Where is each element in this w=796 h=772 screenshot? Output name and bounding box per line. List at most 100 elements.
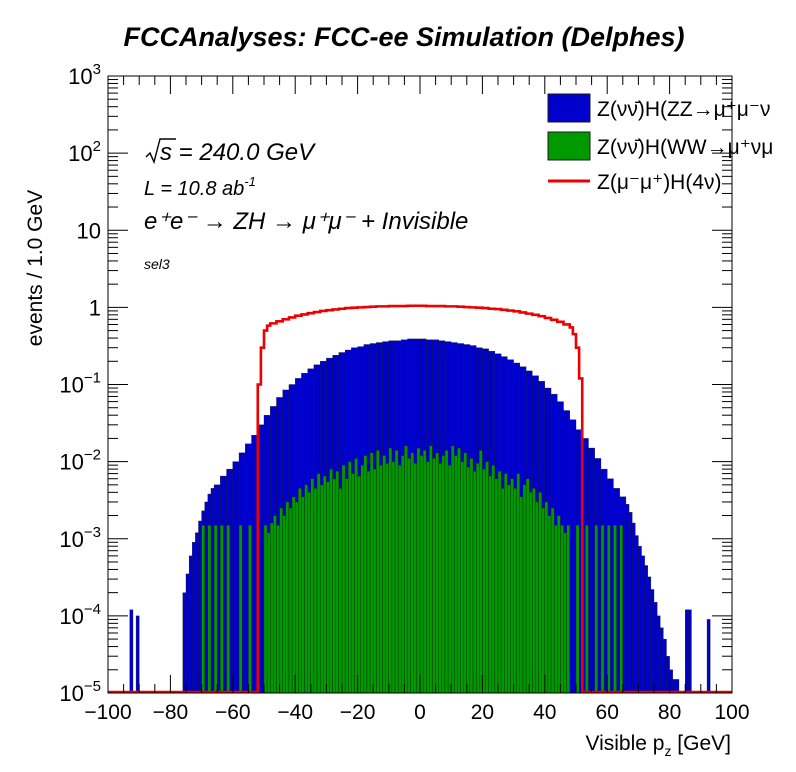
histogram-bar [653,602,658,694]
histogram-bar [419,455,424,694]
histogram-bar [532,488,536,694]
histogram-bar [463,452,467,694]
x-axis-label: Visible pz [GeV] [585,732,731,759]
histogram-bar [319,484,324,694]
histogram-bar [563,532,567,694]
histogram-bar [444,450,449,694]
y-tick-label: 10−5 [59,678,101,706]
histogram-bar [279,507,283,694]
histogram-bar [475,463,480,694]
y-tick-labels: 10−5 10−4 10−3 10−2 10−1 1 10 102 103 [59,61,101,706]
histogram-bar [525,478,530,694]
histogram-bar [454,455,458,694]
histogram-bar [688,609,692,694]
histogram-bar [469,458,474,694]
x-tick-label: −60 [215,701,251,724]
histogram-bar [625,504,630,694]
histogram-bar [270,522,274,694]
chart-title: FCCAnalyses: FCC-ee Simulation (Delphes) [123,22,684,52]
histogram-bar [641,555,645,694]
histogram-bar [238,524,243,694]
histogram-bar [326,481,330,694]
histogram-bar [192,542,196,694]
y-tick-label: 10−3 [59,524,101,552]
histogram-bar [341,464,346,694]
y-tick-label: 1 [89,295,101,320]
histogram-bar [575,524,580,694]
histogram-bar [656,615,661,694]
histogram-bar [135,615,140,694]
histogram-bar [316,473,321,694]
histogram-bar [585,524,589,694]
histogram-bar [553,524,558,694]
histogram-bar [466,466,471,694]
histogram-bar [363,455,368,694]
histogram-bar [638,546,642,694]
histogram-bar [519,496,524,694]
histogram-bar [201,524,205,694]
luminosity-annotation: L = 10.8 ab-1 [144,174,256,200]
histogram-bar [479,450,483,694]
histogram-bar [388,447,393,694]
legend-label: Z(νν̄)H(ZZ→μ⁺μ⁻ν [597,98,771,121]
histogram-bar [541,507,545,694]
histogram-bar [310,478,315,694]
histogram-bar [504,473,508,694]
plot-area [108,304,732,694]
histogram-bar [631,522,636,694]
histogram-bar [273,515,277,694]
histogram-bar [129,609,134,694]
legend: Z(νν̄)H(ZZ→μ⁺μ⁻ν Z(νν̄)H(WW→μ⁺νμ Z(μ⁻μ⁺)H(… [547,93,773,194]
histogram-bar [213,524,218,694]
x-tick-label: −20 [340,701,376,724]
histogram-bar [182,592,187,694]
histogram-bar [650,589,655,694]
histogram-bar [550,507,555,694]
histogram-bar [497,471,502,694]
x-tick-label: 60 [596,701,619,724]
histogram-bar [266,532,271,694]
histogram-bar [451,445,455,694]
histogram-bar [263,524,268,694]
histogram-bar [332,478,336,694]
histogram-bar [291,496,296,694]
histogram-bar [600,524,605,694]
histogram-bar [369,452,374,694]
histogram-bar [288,507,293,694]
histogram-bar [195,532,199,694]
legend-label: Z(μ⁻μ⁺)H(4ν) [597,171,722,194]
histogram-bar [447,464,452,694]
histogram-bar [432,458,436,694]
histogram-bar [248,524,252,694]
histogram-bar [538,492,542,694]
histogram-bar [232,461,240,694]
histogram-bar [647,576,652,694]
sqrt-s-annotation: s = 240.0 GeV [160,139,316,166]
histogram-bar [516,473,521,694]
histogram-bar [394,450,399,694]
x-tick-labels: −100 −80 −60 −40 −20 0 20 40 60 80 100 [84,701,749,724]
histogram-bar [188,555,193,694]
histogram-bar [529,492,533,694]
legend-label: Z(νν̄)H(WW→μ⁺νμ [597,136,773,159]
histogram-bar [660,627,664,694]
histogram-bar [226,524,230,694]
histogram-bar [460,461,464,694]
x-tick-label: 80 [658,701,681,724]
histogram-bar [494,478,499,694]
histogram-bar [588,447,595,694]
histogram-bar [566,524,570,694]
histogram-bar [379,464,383,694]
x-tick-label: −80 [153,701,189,724]
histogram-bar [628,512,633,694]
histogram-bar [344,478,349,694]
y-tick-label: 103 [68,61,101,89]
histogram-bar [429,445,433,694]
x-tick-label: 20 [471,701,494,724]
axis-ticks [107,75,733,694]
histogram-bar [644,565,648,694]
histogram-bar [635,535,639,694]
histogram-bar [482,468,486,694]
histogram-bar [382,455,386,694]
selection-annotation: sel3 [144,256,170,272]
